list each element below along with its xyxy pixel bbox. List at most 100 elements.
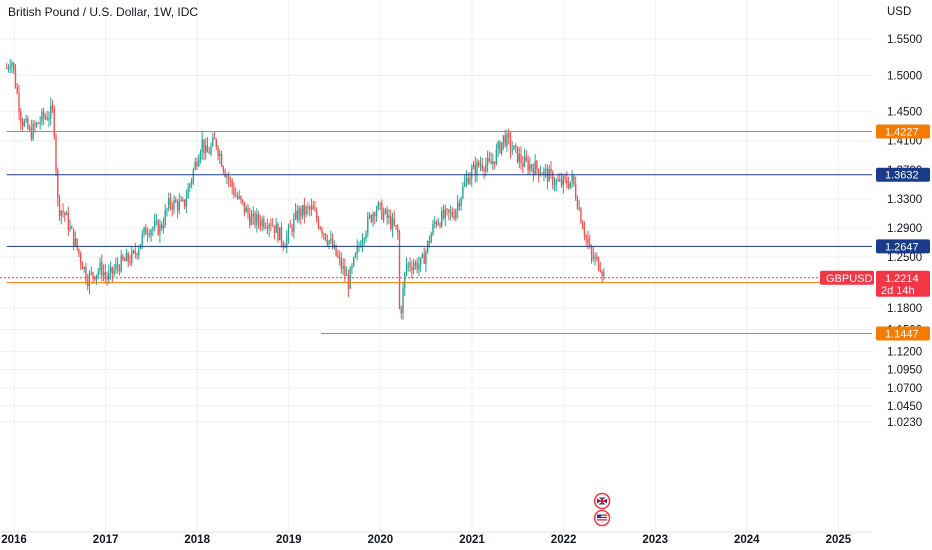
price-tick-label: 1.0450 xyxy=(887,401,922,413)
time-axis[interactable]: 2016 2017 2018 2019 2020 2021 2022 2023 2024 2025 xyxy=(0,531,872,546)
candle-body xyxy=(300,208,302,217)
candle-body xyxy=(42,111,45,118)
level-tag-label: 1.1447 xyxy=(885,329,919,341)
candle-body xyxy=(469,178,471,184)
candle-body xyxy=(375,209,378,217)
candle-body xyxy=(229,179,232,181)
time-tick-label: 2022 xyxy=(551,534,577,546)
candle-body xyxy=(418,264,420,270)
candle-body xyxy=(367,216,369,233)
candle-body xyxy=(601,271,603,276)
candle-body xyxy=(589,243,591,247)
candle-body xyxy=(102,272,105,276)
candle-body xyxy=(243,201,246,213)
candle-body xyxy=(28,127,31,129)
candle-body xyxy=(481,164,483,169)
candle-body xyxy=(398,232,401,308)
candle-body xyxy=(159,224,161,235)
candle-body xyxy=(249,214,251,225)
candle-body xyxy=(227,176,230,180)
candle-body xyxy=(518,153,520,163)
candle-body xyxy=(513,145,515,150)
candle-body xyxy=(407,263,410,265)
candle-body xyxy=(319,227,321,230)
candle-body xyxy=(81,262,84,270)
candle-body xyxy=(176,202,179,211)
candle-body xyxy=(419,257,422,265)
candle-body xyxy=(474,164,476,176)
time-tick-label: 2019 xyxy=(276,534,302,546)
price-axis[interactable]: 1.55001.50001.45001.41001.37001.33001.29… xyxy=(820,34,930,429)
candle-body xyxy=(104,272,107,276)
candle-body xyxy=(506,133,508,146)
candle-body xyxy=(455,210,457,219)
candle-body xyxy=(242,199,244,202)
candle-body xyxy=(345,275,348,277)
level-tag xyxy=(876,239,930,254)
candle-body xyxy=(138,248,140,256)
candle-body xyxy=(529,164,531,171)
symbol-tag xyxy=(820,270,874,285)
price-tick-label: 1.2900 xyxy=(887,223,922,235)
candle-body xyxy=(530,164,533,169)
candle-body xyxy=(308,207,311,210)
candle-body xyxy=(483,168,485,172)
candle-body xyxy=(48,118,50,120)
candle-body xyxy=(321,229,323,234)
candle-body xyxy=(178,200,181,211)
candle-body xyxy=(310,205,313,210)
uk-flag-icon[interactable] xyxy=(593,492,611,510)
candle-body xyxy=(132,250,135,252)
candle-body xyxy=(423,254,425,264)
us-flag-stripe xyxy=(597,519,608,521)
level-tag xyxy=(876,167,930,182)
candle-body xyxy=(85,266,87,281)
candle-body xyxy=(522,163,524,167)
candle-body xyxy=(78,248,80,254)
candle-body xyxy=(273,225,276,233)
candle-body xyxy=(101,262,103,276)
level-tag-label: 1.3632 xyxy=(885,170,919,182)
candle-body xyxy=(175,199,177,203)
candle-body xyxy=(493,161,496,164)
candle-body xyxy=(324,233,327,240)
candle-body xyxy=(240,196,242,200)
candle-body xyxy=(543,169,545,175)
candle-body xyxy=(27,118,29,129)
candle-body xyxy=(314,209,316,211)
candle-body xyxy=(206,145,209,153)
candle-body xyxy=(527,160,529,171)
candle-body xyxy=(597,257,600,270)
event-markers[interactable] xyxy=(593,492,611,527)
time-tick-label: 2020 xyxy=(368,534,394,546)
candle-body xyxy=(560,179,563,186)
horizontal-levels[interactable] xyxy=(6,131,872,335)
candle-body xyxy=(173,199,175,210)
us-flag-icon[interactable] xyxy=(593,509,611,527)
candle-body xyxy=(224,171,226,177)
candle-body xyxy=(571,175,573,182)
candle-body xyxy=(162,225,165,229)
candle-body xyxy=(305,207,307,215)
candle-body xyxy=(134,250,136,254)
candle-body xyxy=(553,184,556,186)
candle-body xyxy=(372,213,374,222)
time-tick-label: 2016 xyxy=(1,534,27,546)
candle-body xyxy=(30,127,33,140)
candle-body xyxy=(275,223,277,233)
candle-body xyxy=(23,120,25,126)
candle-body xyxy=(545,168,547,170)
price-tick-label: 1.3300 xyxy=(887,194,922,206)
price-tick-label: 1.5000 xyxy=(887,70,922,82)
candle-body xyxy=(448,209,450,213)
time-tick-label: 2021 xyxy=(459,534,485,546)
candle-body xyxy=(330,238,332,241)
candle-body xyxy=(409,263,411,268)
candle-body xyxy=(340,258,343,269)
candle-body xyxy=(497,142,499,150)
candle-body xyxy=(458,202,461,207)
candle-body xyxy=(168,197,170,209)
candle-body xyxy=(476,161,478,176)
candle-body xyxy=(331,238,334,248)
candle-body xyxy=(296,210,299,220)
